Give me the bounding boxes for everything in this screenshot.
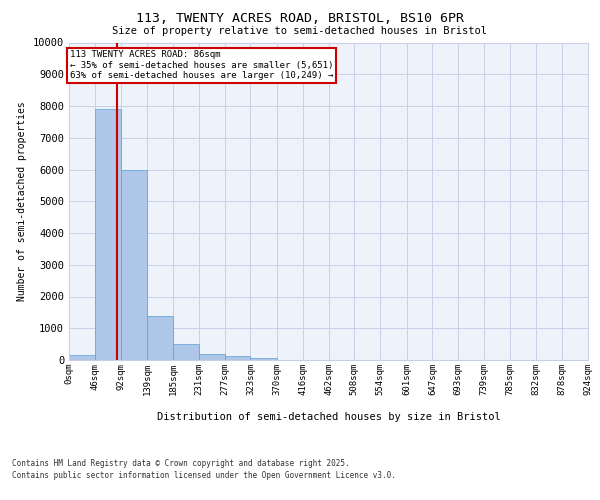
- Text: Distribution of semi-detached houses by size in Bristol: Distribution of semi-detached houses by …: [157, 412, 500, 422]
- Bar: [69, 355, 95, 360]
- Bar: [121, 170, 147, 360]
- Bar: [224, 356, 250, 360]
- Text: Contains public sector information licensed under the Open Government Licence v3: Contains public sector information licen…: [12, 471, 396, 480]
- Text: 113 TWENTY ACRES ROAD: 86sqm
← 35% of semi-detached houses are smaller (5,651)
6: 113 TWENTY ACRES ROAD: 86sqm ← 35% of se…: [70, 50, 334, 80]
- Y-axis label: Number of semi-detached properties: Number of semi-detached properties: [17, 102, 28, 301]
- Bar: [95, 109, 121, 360]
- Bar: [199, 354, 224, 360]
- Text: Contains HM Land Registry data © Crown copyright and database right 2025.: Contains HM Land Registry data © Crown c…: [12, 458, 350, 468]
- Bar: [250, 358, 277, 360]
- Bar: [173, 344, 199, 360]
- Bar: [147, 316, 173, 360]
- Text: 113, TWENTY ACRES ROAD, BRISTOL, BS10 6PR: 113, TWENTY ACRES ROAD, BRISTOL, BS10 6P…: [136, 12, 464, 24]
- Text: Size of property relative to semi-detached houses in Bristol: Size of property relative to semi-detach…: [113, 26, 487, 36]
